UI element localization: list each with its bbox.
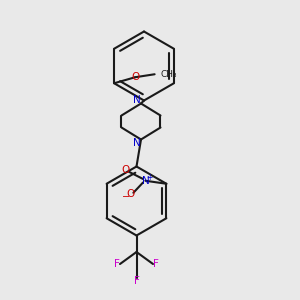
Text: O: O bbox=[122, 165, 130, 175]
Text: F: F bbox=[134, 276, 140, 286]
Text: O: O bbox=[131, 72, 139, 82]
Text: N: N bbox=[133, 138, 140, 148]
Text: F: F bbox=[153, 259, 159, 269]
Text: N: N bbox=[142, 176, 149, 186]
Text: CH₃: CH₃ bbox=[160, 70, 177, 79]
Text: N: N bbox=[133, 95, 140, 105]
Text: F: F bbox=[114, 259, 120, 269]
Text: −: − bbox=[122, 192, 130, 202]
Text: O: O bbox=[126, 189, 134, 199]
Text: +: + bbox=[146, 172, 153, 182]
